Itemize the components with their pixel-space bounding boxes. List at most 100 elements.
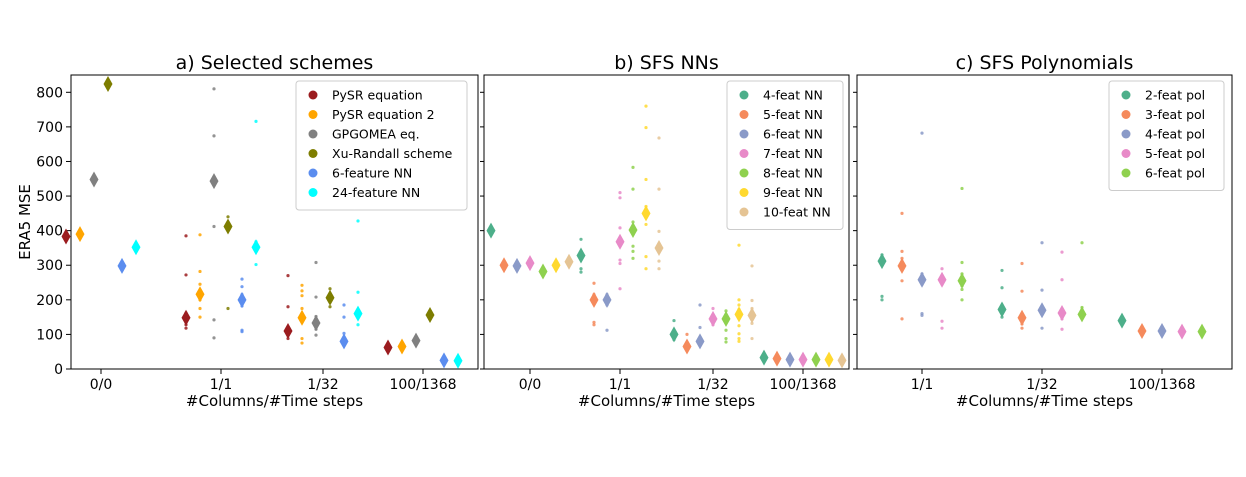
legend-marker [308,188,318,197]
mean-marker [353,305,363,322]
scatter-point [657,259,661,263]
series-gpgomea-eq- [89,87,421,349]
x-tick-label: 1/1 [210,377,233,393]
scatter-point [1040,241,1044,245]
mean-marker [131,239,141,256]
scatter-point [184,234,188,238]
scatter-point [1080,241,1084,245]
scatter-point [644,222,648,227]
legend-box [726,80,844,230]
y-tick-label: 200 [36,293,63,309]
legend-label: PySR equation [332,88,423,103]
series-pysr-equation-2 [75,226,407,355]
scatter-point [737,332,741,336]
scatter-point [286,274,290,278]
y-tick-label: 0 [54,362,63,378]
mean-marker [811,351,821,368]
scatter-point [212,318,216,322]
scatter-point [631,187,635,191]
scatter-point [1060,327,1064,331]
scatter-point [960,287,964,292]
x-tick-label: 1/1 [911,377,934,393]
mean-marker [682,338,692,355]
scatter-point [226,306,230,311]
mean-marker [103,75,113,92]
mean-marker [453,352,463,369]
scatter-point [212,224,216,229]
scatter-point [644,177,648,182]
series-24-feature-nn [131,119,463,369]
mean-marker [669,326,679,343]
series-6-feat-nn [512,257,795,368]
y-tick-label: 500 [36,189,63,205]
scatter-point [657,229,661,233]
mean-marker [397,338,407,355]
scatter-point [672,318,676,323]
chart-title: a) Selected schemes [176,52,374,74]
scatter-point [960,298,964,302]
series-5-feat-pol [937,250,1187,340]
scatter-point [198,306,202,311]
legend-marker [308,149,318,158]
mean-marker [576,247,586,264]
scatter-point [212,134,216,138]
scatter-point [737,243,741,247]
scatter-point [900,279,904,283]
scatter-point [300,306,304,311]
scatter-point [356,219,360,223]
mean-marker [654,239,664,256]
mean-marker [499,257,509,274]
scatter-point [724,328,728,332]
mean-marker [538,263,548,280]
x-tick-label: 1/32 [1026,377,1057,393]
scatter-point [880,294,884,298]
scatter-point [685,332,689,337]
mean-marker [512,257,522,274]
scatter-point [711,306,715,311]
mean-marker [1197,323,1207,340]
scatter-point [212,87,216,91]
mean-marker [1117,312,1127,329]
scatter-point [724,336,728,341]
scatter-point [657,187,661,191]
mean-marker [439,352,449,369]
scatter-point [240,285,244,289]
legend-marker [739,188,749,197]
scatter-point [314,295,318,299]
mean-marker [798,351,808,368]
mean-marker [117,257,127,274]
series-10-feat-nn [564,136,847,369]
x-tick-label: 100/1368 [389,377,456,393]
scatter-point [212,336,216,340]
mean-marker [181,309,191,326]
scatter-point [342,315,346,319]
scatter-point [618,226,622,230]
mean-marker [195,286,205,303]
series-8-feat-nn [538,165,821,368]
scatter-point [300,294,304,298]
x-tick-label: 100/1368 [769,377,836,393]
legend-marker [308,90,318,100]
mean-marker [877,253,887,270]
scatter-point [356,290,360,294]
scatter-point [300,336,304,341]
mean-marker [283,322,293,339]
legend-box [1108,80,1225,191]
mean-marker [525,255,535,272]
scatter-point [618,287,622,291]
scatter-point [226,215,230,219]
scatter-point [618,261,622,266]
scatter-point [940,267,944,271]
plot-frame [856,74,1233,370]
scatter-point [698,325,702,330]
scatter-point [737,336,741,341]
legend-label: 2-feat pol [1145,88,1205,103]
legend-marker [308,110,318,119]
mean-marker [957,272,967,289]
legend-label: GPGOMEA eq. [332,127,420,142]
x-tick-label: 1/32 [697,377,728,393]
scatter-point [644,104,648,108]
scatter-point [592,320,596,324]
scatter-point [328,287,332,291]
legend-marker [1121,110,1131,119]
